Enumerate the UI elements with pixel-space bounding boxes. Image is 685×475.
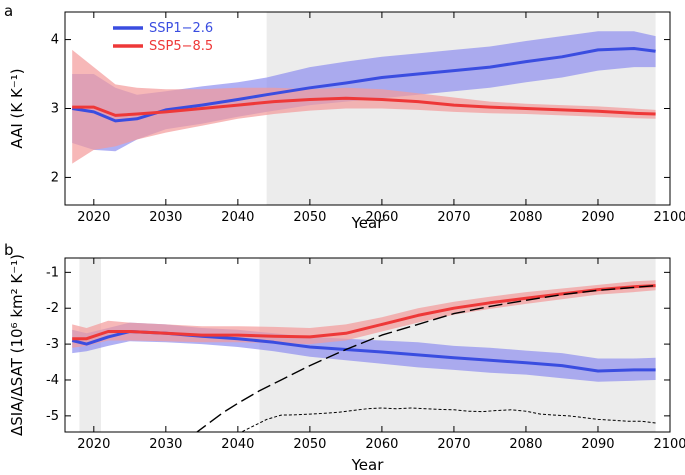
y-tick-label: 3 [51, 102, 59, 117]
band-ssp5-8-5 [72, 280, 656, 348]
series-line-ssp5-8-5 [72, 96, 656, 117]
x-tick-label: 2090 [581, 437, 614, 452]
band-ssp5-8-5 [72, 49, 656, 164]
y-tick-label: -1 [46, 265, 59, 280]
y-tick-label: -4 [46, 373, 59, 388]
series-line-ssp1-2-6 [71, 47, 656, 123]
panel-letter: a [4, 2, 13, 20]
y-tick-label: -3 [46, 337, 59, 352]
x-tick-label: 2030 [149, 210, 182, 225]
plot-area [71, 12, 656, 205]
y-tick-label: -5 [46, 409, 59, 424]
x-tick-label: 2020 [77, 210, 110, 225]
x-tick-label: 2060 [365, 210, 398, 225]
plot-area [71, 258, 656, 432]
x-tick-label: 2050 [293, 210, 326, 225]
y-axis-label: AAI (K K⁻¹) [8, 68, 26, 148]
x-tick-label: 2070 [437, 437, 470, 452]
x-tick-label: 2070 [437, 210, 470, 225]
y-tick-label: -2 [46, 301, 59, 316]
x-tick-label: 2050 [293, 437, 326, 452]
legend-label: SSP5−8.5 [149, 39, 213, 54]
panel-letter: b [4, 241, 14, 259]
plot-frame [64, 257, 671, 433]
y-tick-label: 4 [51, 33, 59, 48]
x-tick-label: 2080 [509, 210, 542, 225]
panel-a: 2020 2030 2040 2050 2060 2070 2080 2090 2100 2 3 4 Y… [4, 2, 685, 232]
x-tick-label: 2030 [149, 437, 182, 452]
x-tick-label: 2060 [365, 437, 398, 452]
x-axis-label: Year [351, 214, 385, 232]
x-tick-label: 2080 [509, 437, 542, 452]
series-line-dashed-projection [195, 284, 656, 432]
panel-b: 2020 2030 2040 2050 2060 2070 2080 2090 2100 -5 -4… [4, 241, 685, 474]
x-tick-label: 2100 [653, 437, 685, 452]
y-tick-label: 2 [51, 170, 59, 185]
x-tick-label: 2090 [581, 210, 614, 225]
x-tick-label: 2100 [653, 210, 685, 225]
legend-label: SSP1−2.6 [149, 21, 213, 36]
y-axis-label: ΔSIA/ΔSAT (10⁶ km² K⁻¹) [8, 254, 26, 436]
series-line-ssp5-8-5 [72, 284, 656, 341]
x-tick-label: 2040 [221, 437, 254, 452]
x-tick-label: 2020 [77, 437, 110, 452]
x-tick-label: 2040 [221, 210, 254, 225]
x-axis-label: Year [351, 456, 385, 474]
